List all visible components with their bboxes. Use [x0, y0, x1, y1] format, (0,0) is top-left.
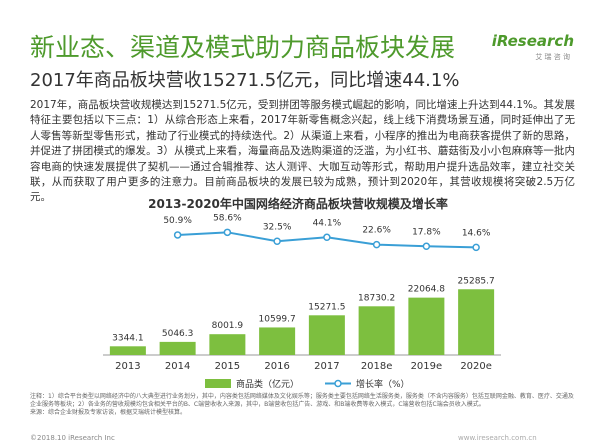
footer: ©2018.10 iResearch Inc [30, 434, 115, 442]
line-marker [422, 242, 431, 251]
line-marker [323, 233, 331, 242]
bar [308, 315, 345, 355]
bar-label: 10599.7 [259, 314, 296, 324]
line-label: 58.6% [213, 213, 242, 223]
x-tick-label: 2016 [264, 361, 289, 372]
note: 来源：综合企业财报及专家访谈，根据艾瑞统计模型核算。 [30, 409, 187, 416]
chart: 2013-2020年中国网络经济商品板块营收规模及增长率 2013 2014 201… [103, 196, 501, 390]
legend-label: 商品类（亿元） [236, 378, 299, 390]
footer: www.iresearch.com.cn [458, 434, 537, 442]
legend-swatch [334, 379, 342, 388]
x-tick-label: 2015 [215, 361, 240, 372]
line-marker [273, 237, 281, 245]
line-label: 50.9% [163, 216, 192, 226]
x-tick-label: 2017 [314, 361, 339, 372]
bar-label: 15271.5 [308, 302, 345, 312]
line-marker [173, 231, 182, 239]
line-label: 17.8% [412, 227, 441, 237]
bar-label: 3344.1 [112, 333, 144, 343]
line-marker [372, 240, 381, 249]
bar-label: 25285.7 [458, 276, 495, 286]
x-tick-label: 2019e [411, 361, 443, 372]
x-tick-label: 2013 [115, 361, 140, 372]
line-label: 44.1% [313, 218, 342, 228]
line-label: 22.6% [362, 226, 391, 236]
bar [109, 346, 146, 355]
bar-label: 18730.2 [358, 293, 395, 303]
paragraph: 2017年，商品板块营收规模达到15271.5亿元，受到拼团等服务模式崛起的影响… [30, 99, 575, 204]
legend-swatch [205, 379, 231, 388]
bar [358, 306, 395, 355]
bar [408, 297, 445, 355]
logo-sub: 艾 瑞 咨 询 [535, 53, 570, 61]
chart-title: 2013-2020年中国网络经济商品板块营收规模及增长率 [148, 196, 448, 211]
note: 注释：1）综合平台类型以网络经济中的八大典型进行业务划分，其中，内容类包括网络媒… [30, 393, 574, 408]
line-label: 32.5% [263, 222, 292, 232]
line-marker [472, 243, 480, 252]
title: 新业态、渠道及模式助力商品板块发展 [30, 33, 456, 62]
bar-label: 22064.8 [408, 285, 445, 295]
logo: iResearch [491, 32, 574, 50]
bar-label: 8001.9 [212, 321, 244, 331]
bar-label: 5046.3 [162, 329, 194, 339]
x-tick-label: 2018e [361, 361, 393, 372]
line-label: 14.6% [462, 228, 491, 238]
line-marker [223, 228, 232, 237]
bar [259, 327, 296, 355]
bar [159, 341, 196, 355]
legend-label: 增长率（%） [356, 378, 410, 390]
bar [458, 289, 495, 355]
x-tick-label: 2014 [165, 361, 190, 372]
bar [209, 334, 246, 355]
notes: 注释：1）综合平台类型以网络经济中的八大典型进行业务划分，其中，内容类包括网络媒… [30, 393, 575, 417]
subtitle: 2017年商品板块营收15271.5亿元，同比增速44.1% [30, 70, 460, 91]
x-tick-label: 2020e [460, 361, 492, 372]
